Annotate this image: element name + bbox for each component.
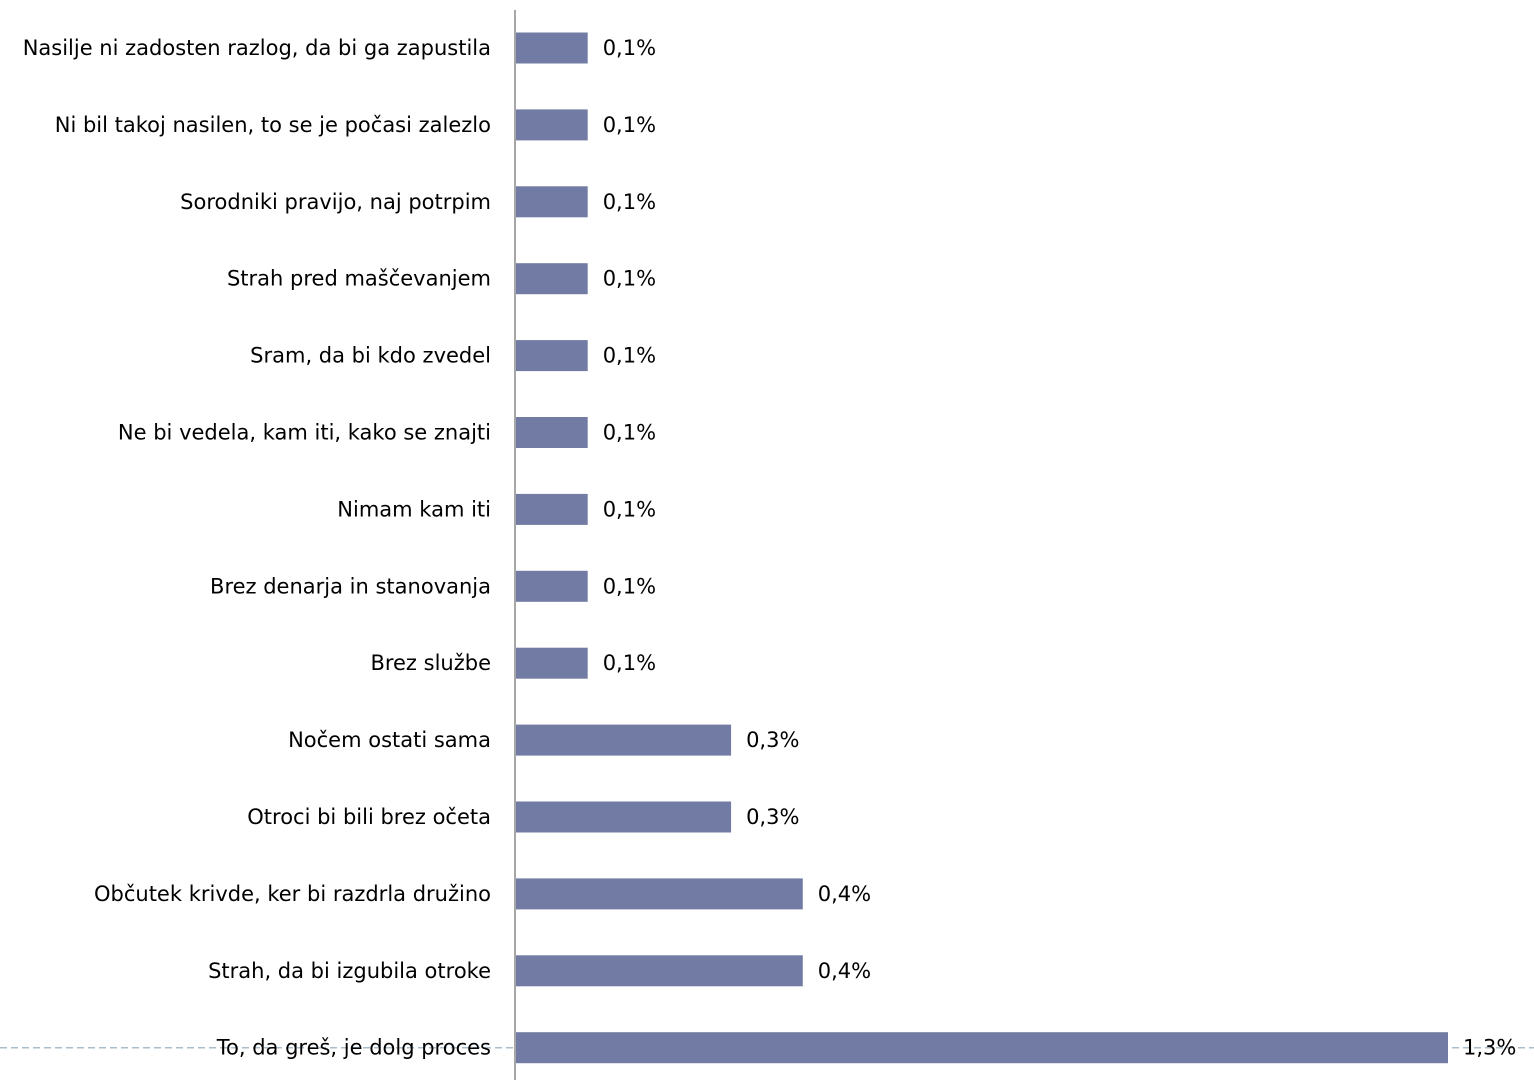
value-label: 1,3%	[1463, 1036, 1516, 1060]
category-label: Nasilje ni zadosten razlog, da bi ga zap…	[23, 36, 491, 60]
category-label: Nimam kam iti	[337, 497, 491, 521]
bar	[516, 186, 588, 218]
bar	[516, 493, 588, 525]
value-label: 0,4%	[818, 882, 871, 906]
bar	[516, 340, 588, 372]
category-label: Strah pred maščevanjem	[227, 267, 491, 291]
category-label: Ne bi vedela, kam iti, kako se znajti	[118, 421, 491, 445]
category-label: Občutek krivde, ker bi razdrla družino	[94, 882, 491, 906]
bar	[516, 801, 732, 833]
value-label: 0,4%	[818, 959, 871, 983]
category-label: To, da greš, je dolg proces	[216, 1036, 491, 1060]
value-label: 0,1%	[603, 574, 656, 598]
category-label: Sram, da bi kdo zvedel	[250, 344, 491, 368]
value-labels-group: 0,1% 0,1% 0,1% 0,1% 0,1% 0,1% 0,1% 0,1% 0,1% 0,3%…	[603, 36, 1517, 1060]
bars-group	[516, 32, 1448, 1064]
category-label: Brez službe	[370, 651, 491, 675]
bar	[516, 955, 803, 987]
category-label: Ni bil takoj nasilen, to se je počasi za…	[55, 113, 491, 137]
category-label: Brez denarja in stanovanja	[210, 574, 491, 598]
value-label: 0,1%	[603, 651, 656, 675]
category-label: Sorodniki pravijo, naj potrpim	[180, 190, 491, 214]
value-label: 0,1%	[603, 113, 656, 137]
category-label: Nočem ostati sama	[288, 728, 491, 752]
bar	[516, 1032, 1448, 1064]
bar	[516, 647, 588, 679]
value-label: 0,1%	[603, 344, 656, 368]
bar	[516, 570, 588, 602]
category-label: Otroci bi bili brez očeta	[247, 805, 491, 829]
bar	[516, 32, 588, 64]
value-label: 0,1%	[603, 190, 656, 214]
category-labels-group: Nasilje ni zadosten razlog, da bi ga zap…	[23, 36, 491, 1060]
value-label: 0,1%	[603, 497, 656, 521]
bar	[516, 878, 803, 910]
value-label: 0,1%	[603, 267, 656, 291]
category-label: Strah, da bi izgubila otroke	[208, 959, 491, 983]
value-label: 0,3%	[746, 728, 799, 752]
bar	[516, 417, 588, 448]
bar	[516, 724, 732, 756]
value-label: 0,1%	[603, 36, 656, 60]
bar	[516, 109, 588, 141]
bar	[516, 263, 588, 295]
value-label: 0,3%	[746, 805, 799, 829]
value-label: 0,1%	[603, 421, 656, 445]
